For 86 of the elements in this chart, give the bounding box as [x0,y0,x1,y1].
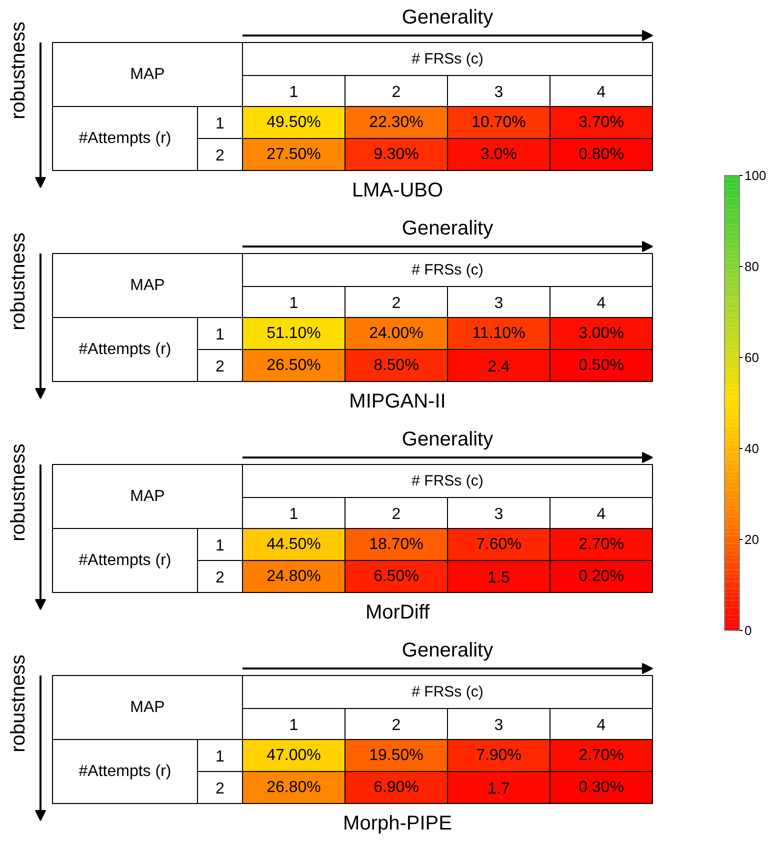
data-label: 24.00% [369,325,424,342]
y-axis-title: #Attempts (r) [78,341,172,358]
color-bar-label: 100 [744,168,766,183]
y-axis-title: #Attempts (r) [78,130,172,147]
data-label: 10.70% [472,114,526,131]
text: robustness [8,232,30,330]
data-label: 3.70% [578,114,624,131]
color-bar-label: 20 [744,532,759,547]
y-tick-label: 1 [216,748,225,766]
x-tick-label: 4 [596,717,606,734]
text: MAP [130,66,165,83]
y-axis-title: #Attempts (r) [78,552,172,569]
data-label: 11.10% [472,325,526,342]
text: MAP [130,699,165,716]
data-label: 0.30% [578,779,624,796]
text: Generality [402,218,494,240]
x-tick-label: 3 [494,295,504,312]
x-tick-label: 4 [596,84,606,101]
color-bar-label: 0 [744,623,752,638]
data-label: 6.50% [374,568,419,585]
text: Generality [402,640,494,662]
x-tick-label: 2 [392,717,401,734]
text: robustness [8,22,30,120]
x-axis-title: # FRSs (c) [412,472,484,490]
text: robustness [8,444,30,542]
text: Morph-PIPE [343,812,452,834]
y-tick-label: 1 [216,116,225,132]
data-label: 7.90% [476,747,522,764]
data-label: 51.10% [266,325,321,342]
data-label: 49.50% [266,114,321,131]
text: Generality [402,428,494,450]
color-bar-label: 80 [744,259,759,274]
x-tick-label: 4 [596,295,606,312]
text: MIPGAN-II [349,390,446,412]
data-label: 26.80% [266,779,321,796]
text: LMA-UBO [352,180,444,202]
x-tick-label: 1 [289,717,298,734]
x-axis-title: # FRSs (c) [412,262,484,278]
data-label: 0.50% [578,357,624,374]
data-label: 8.50% [374,357,419,374]
x-tick-label: 1 [289,295,298,312]
data-label: 0.20% [578,568,624,585]
data-label: 2.4 [488,358,510,376]
x-tick-label: 4 [596,506,606,523]
y-tick-label: 1 [216,326,225,344]
data-label: 19.50% [369,747,424,764]
color-bar-label: 60 [744,350,759,365]
x-tick-label: 2 [392,295,401,312]
data-label: 47.00% [266,747,321,764]
y-tick-label: 2 [216,570,225,586]
data-label: 1.7 [488,780,510,798]
color-bar-label: 40 [744,441,759,456]
data-label: 18.70% [369,536,424,553]
data-label: 3.00% [578,325,624,342]
data-label: 26.50% [266,357,321,374]
data-label: 6.90% [374,779,419,796]
data-label: 1.5 [488,570,510,586]
data-label: 3.0% [480,146,517,163]
y-axis-title: #Attempts (r) [78,763,172,780]
x-tick-label: 3 [494,506,504,523]
x-tick-label: 2 [392,84,401,101]
x-axis-title: # FRSs (c) [412,684,484,700]
x-tick-label: 3 [494,717,504,734]
y-tick-label: 2 [216,358,225,376]
x-axis-title: # FRSs (c) [412,50,484,68]
data-label: 2.70% [578,536,624,553]
data-label: 0.80% [578,146,624,163]
text: MAP [130,488,165,505]
x-tick-label: 1 [289,84,298,101]
data-label: 9.30% [374,146,419,163]
text: robustness [8,654,30,752]
data-label: 44.50% [266,536,321,553]
data-label: 27.50% [266,146,321,163]
text: MAP [130,277,165,294]
text: Generality [402,6,494,28]
x-tick-label: 1 [289,506,298,523]
x-tick-label: 2 [392,506,401,523]
data-label: 22.30% [369,114,424,131]
y-tick-label: 2 [216,780,225,798]
x-tick-label: 3 [494,84,504,101]
data-label: 24.80% [266,568,321,585]
text: MorDiff [365,602,430,624]
y-tick-label: 1 [216,538,225,554]
data-label: 7.60% [476,536,522,553]
y-tick-label: 2 [216,148,225,164]
data-label: 2.70% [578,747,624,764]
